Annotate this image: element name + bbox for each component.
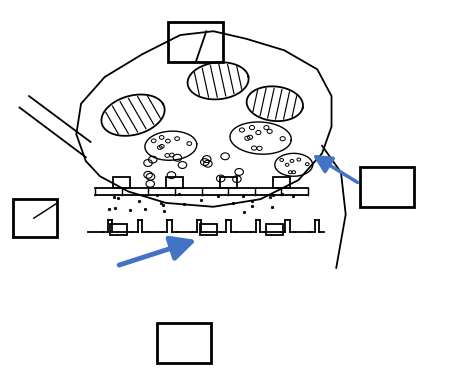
Bar [12, 199, 57, 237]
Bar [360, 167, 414, 207]
Bar [219, 177, 237, 188]
Bar [113, 177, 130, 188]
Bar [156, 323, 211, 363]
Bar [166, 177, 183, 188]
Bar [273, 177, 290, 188]
Bar [266, 224, 283, 235]
Bar [168, 22, 223, 62]
Bar [110, 224, 128, 235]
Bar [200, 224, 217, 235]
